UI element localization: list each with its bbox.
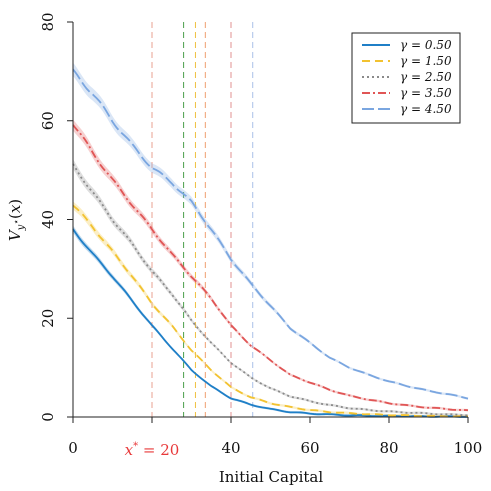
x-tick-label-0: 0 [68,439,78,457]
x-tick-label-5: 100 [454,439,483,457]
x-tick-label-2: 40 [221,439,240,457]
y-tick-label-2: 40 [39,210,57,229]
band-2 [73,159,468,417]
y-tick-label-1: 20 [39,309,57,328]
y-axis-label: Vy⋆(x) [6,199,27,241]
band-1 [73,201,468,417]
reference-vertical-lines [151,22,254,417]
axes: 0 40 60 80 100 0 20 40 60 80 [39,12,482,457]
y-tick-label-3: 60 [39,111,57,130]
optimal-capital-annotation: x* = 20 [125,441,180,459]
x-axis-label: Initial Capital [219,468,324,486]
legend-label-0: γ = 0.50 [400,38,452,52]
y-tick-label-0: 0 [39,412,57,422]
x-tick-label-4: 80 [379,439,398,457]
x-tick-label-3: 60 [300,439,319,457]
series-line-3 [72,124,469,412]
series-line-1 [72,204,469,418]
legend-label-1: γ = 1.50 [400,54,452,68]
legend-label-2: γ = 2.50 [400,70,452,84]
series-line-2 [72,163,469,417]
series-line-4 [72,68,469,400]
series-lines [72,68,469,418]
band-3 [73,119,468,412]
legend-label-4: γ = 4.50 [400,102,452,116]
y-tick-label-4: 80 [39,12,57,31]
legend-label-3: γ = 3.50 [400,86,452,100]
legend: γ = 0.50 γ = 1.50 γ = 2.50 γ = 3.50 γ = 4.50 [351,32,461,124]
